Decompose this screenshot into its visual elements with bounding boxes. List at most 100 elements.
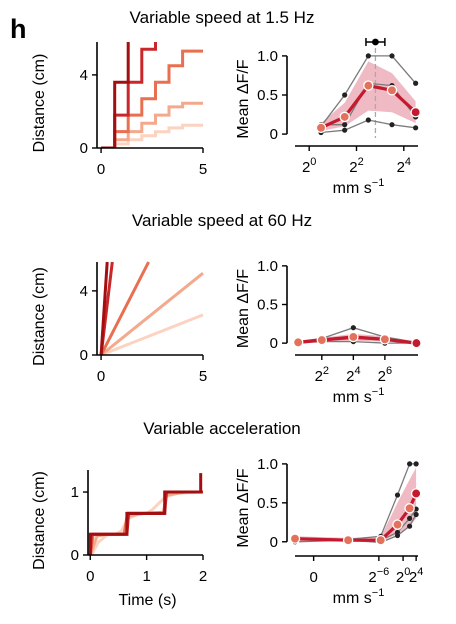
row2-left-xtick-label-1: 5 xyxy=(199,368,207,385)
row3-right-xtick-label-1: 2−6 xyxy=(368,566,389,586)
row2-right-ylabel: Mean ΔF/F xyxy=(235,269,252,348)
row2-right-individual-point-1-3 xyxy=(350,325,356,331)
row3-left-xtick-label-0: 0 xyxy=(86,568,94,585)
row1-right-mean-point-2 xyxy=(339,111,350,123)
row3-right-individual-point-1-5 xyxy=(407,461,413,467)
row2-left-series-1 xyxy=(100,313,204,355)
row3-left-series-2 xyxy=(88,490,203,555)
panel-letter: h xyxy=(10,14,27,44)
row3-left-ytick-label-1: 1 xyxy=(71,484,79,501)
row3-left-ylabel: Distance (cm) xyxy=(31,471,48,570)
row3-right-mean-point-1 xyxy=(289,533,301,544)
row1-right-individual-point-1-4 xyxy=(389,53,395,59)
row2-left-chart: 0 5 0 4 Distance (cm) xyxy=(31,261,207,385)
row3-right-ylabel: Mean ΔF/F xyxy=(235,468,252,547)
row3-right-individual-point-2-5 xyxy=(407,515,413,522)
row3-right-mean-point-2 xyxy=(342,534,354,546)
row1-left-ytick-label-0: 0 xyxy=(80,140,88,157)
row1-left-xtick-label-1: 5 xyxy=(199,161,207,178)
row3-right-xlabel: mm s−1 xyxy=(333,587,385,607)
row3-right-mean-point-4 xyxy=(392,519,403,530)
row1-right-xtick-label-2: 24 xyxy=(397,156,411,176)
row3-right-mean-point-3 xyxy=(375,534,386,546)
row1-right-individual-point-3-4 xyxy=(389,122,395,128)
row1-right-individual-point-3-3 xyxy=(365,117,371,123)
row2-right-ytick-label-1: 0.5 xyxy=(257,297,278,314)
row1-right-preferred-point xyxy=(372,38,379,46)
row1-right-xtick-label-0: 20 xyxy=(302,156,316,176)
row2-right-mean-point-1 xyxy=(292,337,304,348)
row2-right-xtick-label-2: 26 xyxy=(378,365,392,385)
plots-group: 0 5 0 4 Distance (cm) Variable speed at 1.5 H… xyxy=(31,8,423,609)
row1-left-series-1 xyxy=(101,123,203,148)
row1-right-ytick-label-1: 0.5 xyxy=(257,87,278,104)
row1-right-ytick-label-0: 0 xyxy=(270,126,278,143)
row2-right-xtick-label-1: 24 xyxy=(346,365,360,385)
row2-right-mean-point-2 xyxy=(316,334,328,346)
row3-right-ytick-label-2: 1.0 xyxy=(257,456,278,473)
row3-right-xtick-label-0: 0 xyxy=(309,569,317,586)
row3-right-mean-point-5 xyxy=(404,503,415,514)
row1-left-series-group xyxy=(101,42,203,148)
row2-left-series-2 xyxy=(100,272,204,355)
row2-left-series-group xyxy=(99,261,204,355)
row3-left-title: Variable acceleration xyxy=(143,419,301,438)
row3-left-xtick-label-1: 1 xyxy=(142,568,150,585)
row1-right-individual-point-3-2 xyxy=(342,127,348,133)
row1-left-xtick-label-0: 0 xyxy=(97,161,105,178)
row1-left-series-2 xyxy=(101,101,203,148)
row3-right-individual-point-1-4 xyxy=(394,492,401,498)
row1-left-title: Variable speed at 1.5 Hz xyxy=(130,8,315,27)
row3-right-individual-point-1-6 xyxy=(413,461,419,467)
row1-right-xlabel: mm s−1 xyxy=(333,177,385,197)
row1-left-ytick-label-1: 4 xyxy=(80,67,88,84)
row3-right-xtick-label-3: 24 xyxy=(409,566,423,586)
row1-right-chart: 0 0.5 1.0 20 22 24 Mean ΔF/F mm s−1 xyxy=(235,38,421,197)
row3-left-xlabel: Time (s) xyxy=(118,592,176,609)
row3-left-series-3 xyxy=(88,490,203,555)
row2-right-mean-point-3 xyxy=(348,331,359,343)
row3-left-series-group xyxy=(88,473,204,555)
row3-right-xtick-label-2: 20 xyxy=(396,566,410,586)
row2-right-chart: 0 0.5 1.0 22 24 26 Mean ΔF/F mm s−1 xyxy=(235,258,422,406)
row2-left-xtick-label-0: 0 xyxy=(97,368,105,385)
row3-left-series-4 xyxy=(88,490,203,555)
row3-right-individual-point-3-4 xyxy=(394,532,401,539)
row3-left-series-5 xyxy=(88,473,203,555)
row1-right-individual-point-1-5 xyxy=(413,80,419,86)
row1-left-series-5 xyxy=(101,42,130,148)
row1-left-ylabel: Distance (cm) xyxy=(31,54,48,153)
row1-right-ytick-label-2: 1.0 xyxy=(257,48,278,65)
row2-right-ytick-label-0: 0 xyxy=(270,335,278,352)
row2-right-xtick-label-0: 22 xyxy=(315,365,329,385)
row1-right-ylabel: Mean ΔF/F xyxy=(235,59,252,138)
row1-right-mean-point-3 xyxy=(363,80,374,91)
row1-right-mean-point-4 xyxy=(386,85,398,96)
row3-left-chart: 0 1 2 0 1 Distance (cm) Time (s) xyxy=(31,470,207,609)
row1-right-individual-point-1-3 xyxy=(365,53,371,59)
row3-right-mean-point-6 xyxy=(410,488,422,499)
row2-right-ytick-label-2: 1.0 xyxy=(257,258,278,275)
row2-left-series-3 xyxy=(99,261,150,355)
row3-right-ytick-label-0: 0 xyxy=(270,534,278,551)
row3-right-individual-point-3-5 xyxy=(407,523,413,529)
row1-right-individual-point-1-2 xyxy=(342,92,348,98)
row1-left-series-3 xyxy=(101,49,203,148)
row2-right-mean-point-4 xyxy=(379,334,391,345)
row2-left-ytick-label-0: 0 xyxy=(80,347,88,364)
row1-left-chart: 0 5 0 4 Distance (cm) xyxy=(31,42,207,178)
row2-left-ylabel: Distance (cm) xyxy=(31,267,48,366)
row2-right-mean-point-5 xyxy=(411,337,422,349)
row1-right-mean-point-5 xyxy=(410,106,421,118)
row2-left-ytick-label-1: 4 xyxy=(80,283,88,300)
row3-left-series-1 xyxy=(89,490,204,555)
row3-right-individual-point-3-6 xyxy=(413,511,419,518)
row2-left-series-5 xyxy=(99,261,109,355)
row2-left-title: Variable speed at 60 Hz xyxy=(132,211,312,230)
row3-left-ytick-label-0: 0 xyxy=(71,547,79,564)
row1-right-individual-point-3-5 xyxy=(413,125,419,131)
row3-right-ytick-label-1: 0.5 xyxy=(257,495,278,512)
row1-right-individual-point-2-2 xyxy=(342,122,348,128)
